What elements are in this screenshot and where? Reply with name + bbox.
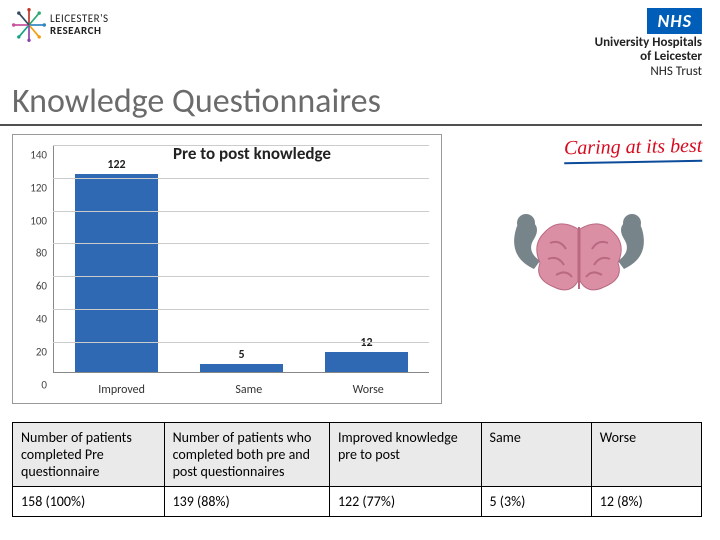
y-tick-label: 0 [41, 378, 47, 391]
table-cell: 12 (8%) [591, 486, 701, 516]
nhs-badge: NHS [647, 8, 702, 34]
brain-icon [504, 199, 654, 314]
chart-plot-area: 122 5 12 [53, 145, 429, 373]
table-cell: 5 (3%) [481, 486, 591, 516]
nhs-logo: NHS University Hospitals of Leicester NH… [595, 8, 702, 79]
table-body: 158 (100%)139 (88%)122 (77%)5 (3%)12 (8%… [13, 486, 702, 516]
table-header-cell: Same [481, 422, 591, 486]
gridline [53, 342, 429, 343]
gridline [53, 276, 429, 277]
y-tick-label: 140 [30, 148, 47, 161]
table-header-cell: Number of patients completed Pre questio… [13, 422, 165, 486]
table-header-cell: Number of patients who completed both pr… [164, 422, 329, 486]
y-tick-label: 20 [36, 346, 47, 359]
gridline [53, 178, 429, 179]
nhs-line1: University Hospitals [595, 36, 702, 50]
chart-x-labels: Improved Same Worse [53, 383, 429, 397]
nhs-subtext: University Hospitals of Leicester NHS Tr… [595, 36, 702, 79]
chart-bar: 5 [200, 364, 283, 372]
starburst-icon [12, 8, 46, 42]
table-row: 158 (100%)139 (88%)122 (77%)5 (3%)12 (8%… [13, 486, 702, 516]
y-tick-label: 100 [30, 214, 47, 227]
y-tick-label: 40 [36, 313, 47, 326]
y-tick-label: 120 [30, 181, 47, 194]
caring-tagline: Caring at its best [563, 135, 702, 164]
gridline [53, 309, 429, 310]
page-title: Knowledge Questionnaires [0, 79, 702, 126]
left-logo-text: LEICESTER'S RESEARCH [50, 13, 109, 36]
x-tick-label: Same [235, 383, 262, 397]
nhs-line3: NHS Trust [595, 65, 702, 79]
mid-section: Pre to post knowledge 020406080100120140… [0, 126, 720, 404]
logo-line2: RESEARCH [50, 25, 109, 37]
gridline [53, 211, 429, 212]
table-header-cell: Worse [591, 422, 701, 486]
left-logo: LEICESTER'S RESEARCH [12, 8, 109, 42]
bar-value-label: 12 [325, 336, 408, 350]
header: LEICESTER'S RESEARCH NHS University Hosp… [0, 0, 720, 79]
table: Number of patients completed Pre questio… [12, 422, 702, 517]
y-tick-label: 80 [36, 247, 47, 260]
bar-value-label: 122 [75, 158, 158, 172]
gridline [53, 243, 429, 244]
table-cell: 158 (100%) [13, 486, 165, 516]
bar-value-label: 5 [200, 348, 283, 362]
chart-bar: 12 [325, 352, 408, 371]
gridline [53, 145, 429, 146]
table-cell: 122 (77%) [329, 486, 481, 516]
bar-chart: Pre to post knowledge 020406080100120140… [12, 134, 442, 404]
chart-y-axis: 020406080100120140 [13, 145, 53, 373]
nhs-line2: of Leicester [595, 50, 702, 64]
x-tick-label: Worse [353, 383, 384, 397]
table-header-row: Number of patients completed Pre questio… [13, 422, 702, 486]
right-column: Caring at its best [456, 134, 702, 314]
results-table: Number of patients completed Pre questio… [12, 422, 702, 517]
table-header-cell: Improved knowledge pre to post [329, 422, 481, 486]
y-tick-label: 60 [36, 280, 47, 293]
table-cell: 139 (88%) [164, 486, 329, 516]
x-tick-label: Improved [98, 383, 145, 397]
